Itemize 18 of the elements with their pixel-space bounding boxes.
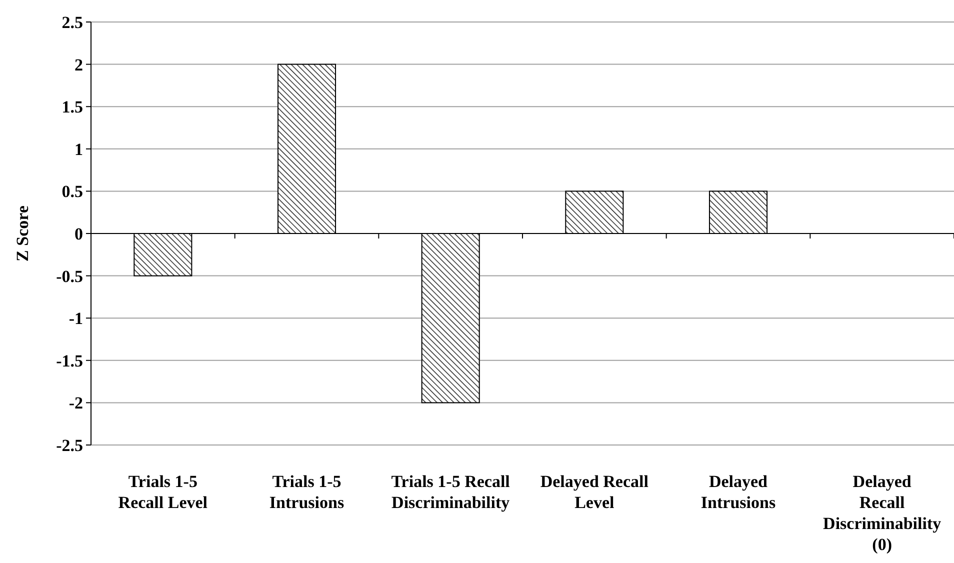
y-tick-label: -2 bbox=[68, 394, 83, 413]
x-tick-label: Trials 1-5 Recall Level bbox=[118, 472, 208, 512]
y-tick-label: 2.5 bbox=[62, 12, 83, 32]
y-tick-label: -0.5 bbox=[56, 266, 83, 286]
y-tick-label: -1.5 bbox=[56, 351, 83, 370]
y-tick-label: -2.5 bbox=[56, 436, 83, 455]
x-tick-label: Delayed Recall Discriminability (0) bbox=[823, 472, 942, 554]
y-tick-label: 1 bbox=[74, 140, 83, 159]
y-tick-label: 0 bbox=[74, 224, 83, 244]
y-tick-label: 0.5 bbox=[62, 182, 83, 202]
x-tick-label: Trials 1-5 Recall Discriminability bbox=[391, 472, 510, 512]
y-tick-label: 1.5 bbox=[62, 98, 83, 117]
y-tick-label: 2 bbox=[74, 55, 83, 74]
x-tick-label: Delayed Recall Level bbox=[540, 472, 649, 512]
y-tick-label: -1 bbox=[68, 309, 83, 328]
y-axis-title: Z Score bbox=[13, 205, 32, 262]
x-tick-label: Delayed Intrusions bbox=[700, 472, 776, 512]
x-tick-label: Trials 1-5 Intrusions bbox=[269, 472, 344, 512]
